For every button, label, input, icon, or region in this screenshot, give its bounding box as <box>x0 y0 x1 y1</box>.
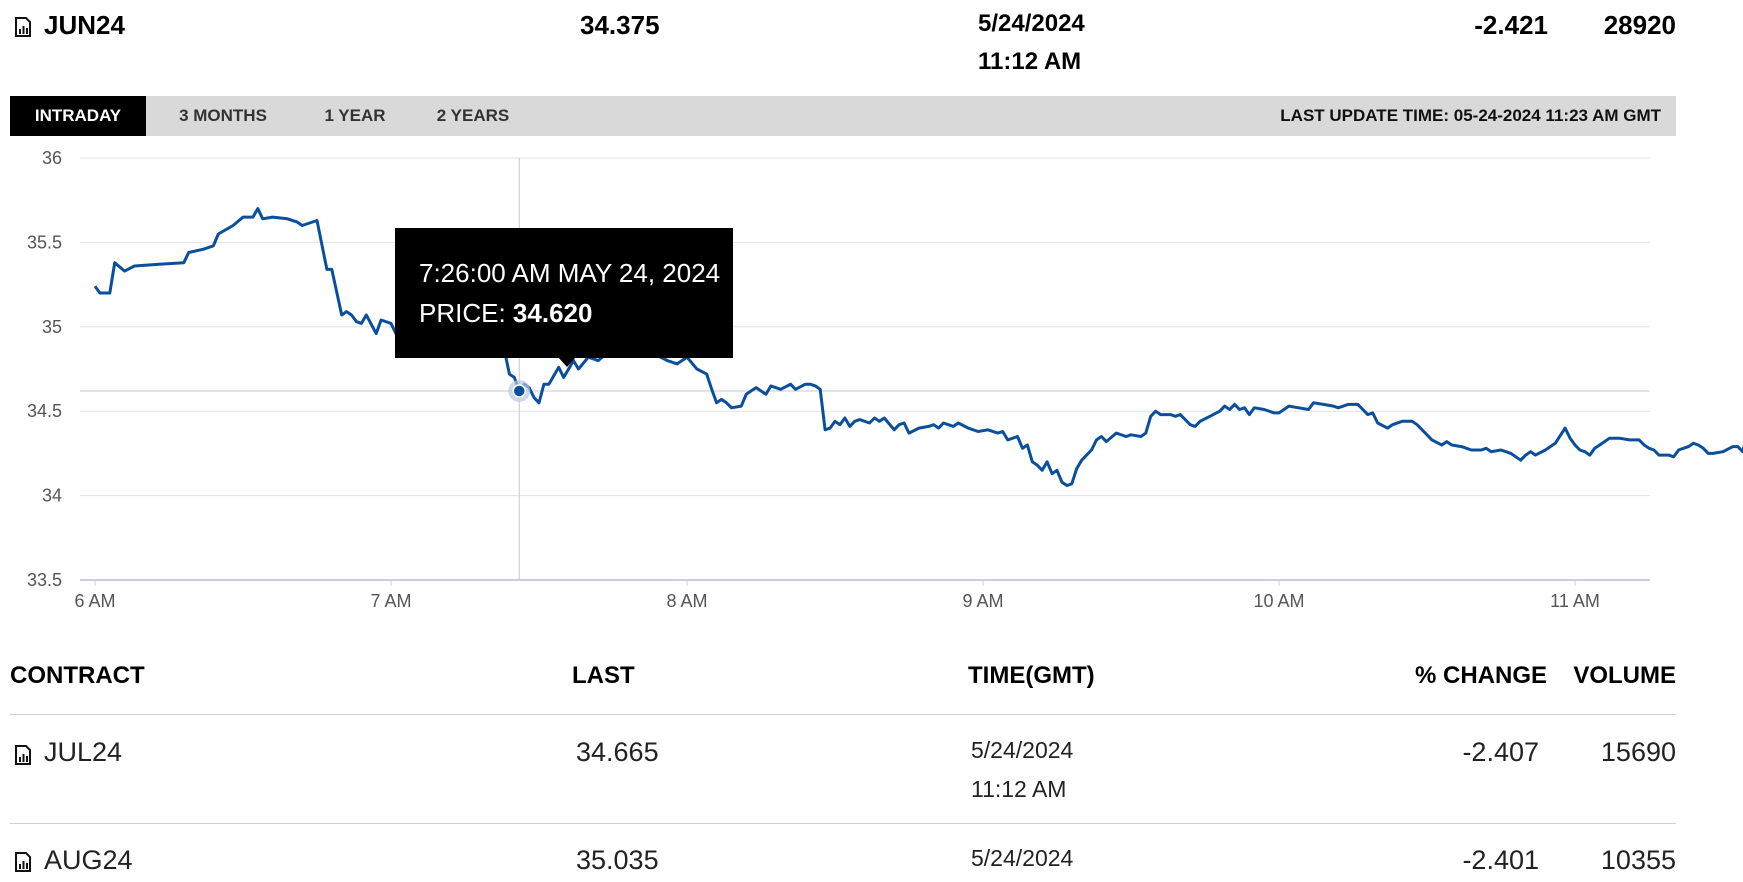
row-contract[interactable]: AUG24 <box>44 845 133 875</box>
row-change: -2.401 <box>1462 845 1539 875</box>
header-divider <box>10 714 1676 715</box>
x-tick-label: 7 AM <box>370 591 411 611</box>
header-last: 34.375 <box>580 10 660 40</box>
row-divider <box>10 823 1676 824</box>
intraday-price-chart[interactable]: 36 35.5 35 34.5 34 33.5 6 AM 7 AM 8 AM 9 AM 10 AM… <box>0 0 1743 640</box>
row-volume: 15690 <box>1600 737 1676 767</box>
y-tick-label: 35 <box>42 317 62 337</box>
col-header-volume[interactable]: VOLUME <box>1573 662 1676 689</box>
x-tick-label: 9 AM <box>962 591 1003 611</box>
header-change: -2.421 <box>1474 10 1548 40</box>
y-tick-label: 33.5 <box>27 570 62 590</box>
header-time: 11:12 AM <box>978 48 1082 75</box>
hover-point[interactable] <box>512 384 527 398</box>
col-header-contract[interactable]: CONTRACT <box>10 662 145 689</box>
header-volume: 28920 <box>1603 10 1676 40</box>
price-tooltip: 7:26:00 AM MAY 24, 2024 PRICE: 34.620 <box>395 228 733 358</box>
price-series-line <box>93 207 1743 487</box>
tab-intraday[interactable]: INTRADAY <box>10 96 146 136</box>
chart-doc-icon[interactable] <box>14 745 32 765</box>
chart-doc-icon[interactable] <box>14 17 32 37</box>
col-header-time[interactable]: TIME(GMT) <box>968 662 1095 689</box>
y-tick-label: 35.5 <box>27 232 62 252</box>
col-header-change[interactable]: % CHANGE <box>1414 662 1547 689</box>
row-volume: 10355 <box>1600 845 1676 875</box>
x-tick-label: 8 AM <box>666 591 707 611</box>
range-tabs: INTRADAY 3 MONTHS 1 YEAR 2 YEARS LAST UP… <box>10 96 1676 136</box>
row-time: 11:12 AM <box>971 776 1067 802</box>
tab-3-months[interactable]: 3 MONTHS <box>179 106 267 125</box>
row-date: 5/24/2024 <box>971 845 1074 871</box>
tooltip-datetime: 7:26:00 AM MAY 24, 2024 <box>419 258 721 288</box>
tooltip-pointer <box>558 357 576 367</box>
y-tick-label: 36 <box>42 148 62 168</box>
tooltip-price: PRICE: 34.620 <box>419 298 592 329</box>
col-header-last[interactable]: LAST <box>572 662 635 689</box>
last-update-time: LAST UPDATE TIME: 05-24-2024 11:23 AM GM… <box>1280 106 1661 125</box>
row-last: 35.035 <box>576 845 659 875</box>
y-tick-label: 34.5 <box>27 401 62 421</box>
y-tick-label: 34 <box>42 486 62 506</box>
row-change: -2.407 <box>1462 737 1539 767</box>
row-contract[interactable]: JUL24 <box>44 737 123 767</box>
tab-1-year[interactable]: 1 YEAR <box>324 106 386 125</box>
tooltip-price-label: PRICE: <box>419 298 513 328</box>
chart-doc-icon[interactable] <box>14 852 32 872</box>
tab-2-years[interactable]: 2 YEARS <box>436 106 510 125</box>
header-contract[interactable]: JUN24 <box>44 10 125 40</box>
row-date: 5/24/2024 <box>971 737 1074 763</box>
x-tick-label: 6 AM <box>74 591 115 611</box>
x-tick-label: 10 AM <box>1253 591 1304 611</box>
row-last: 34.665 <box>576 737 659 767</box>
header-date: 5/24/2024 <box>978 10 1085 37</box>
tooltip-price-value: 34.620 <box>512 298 593 328</box>
x-tick-label: 11 AM <box>1550 591 1600 611</box>
